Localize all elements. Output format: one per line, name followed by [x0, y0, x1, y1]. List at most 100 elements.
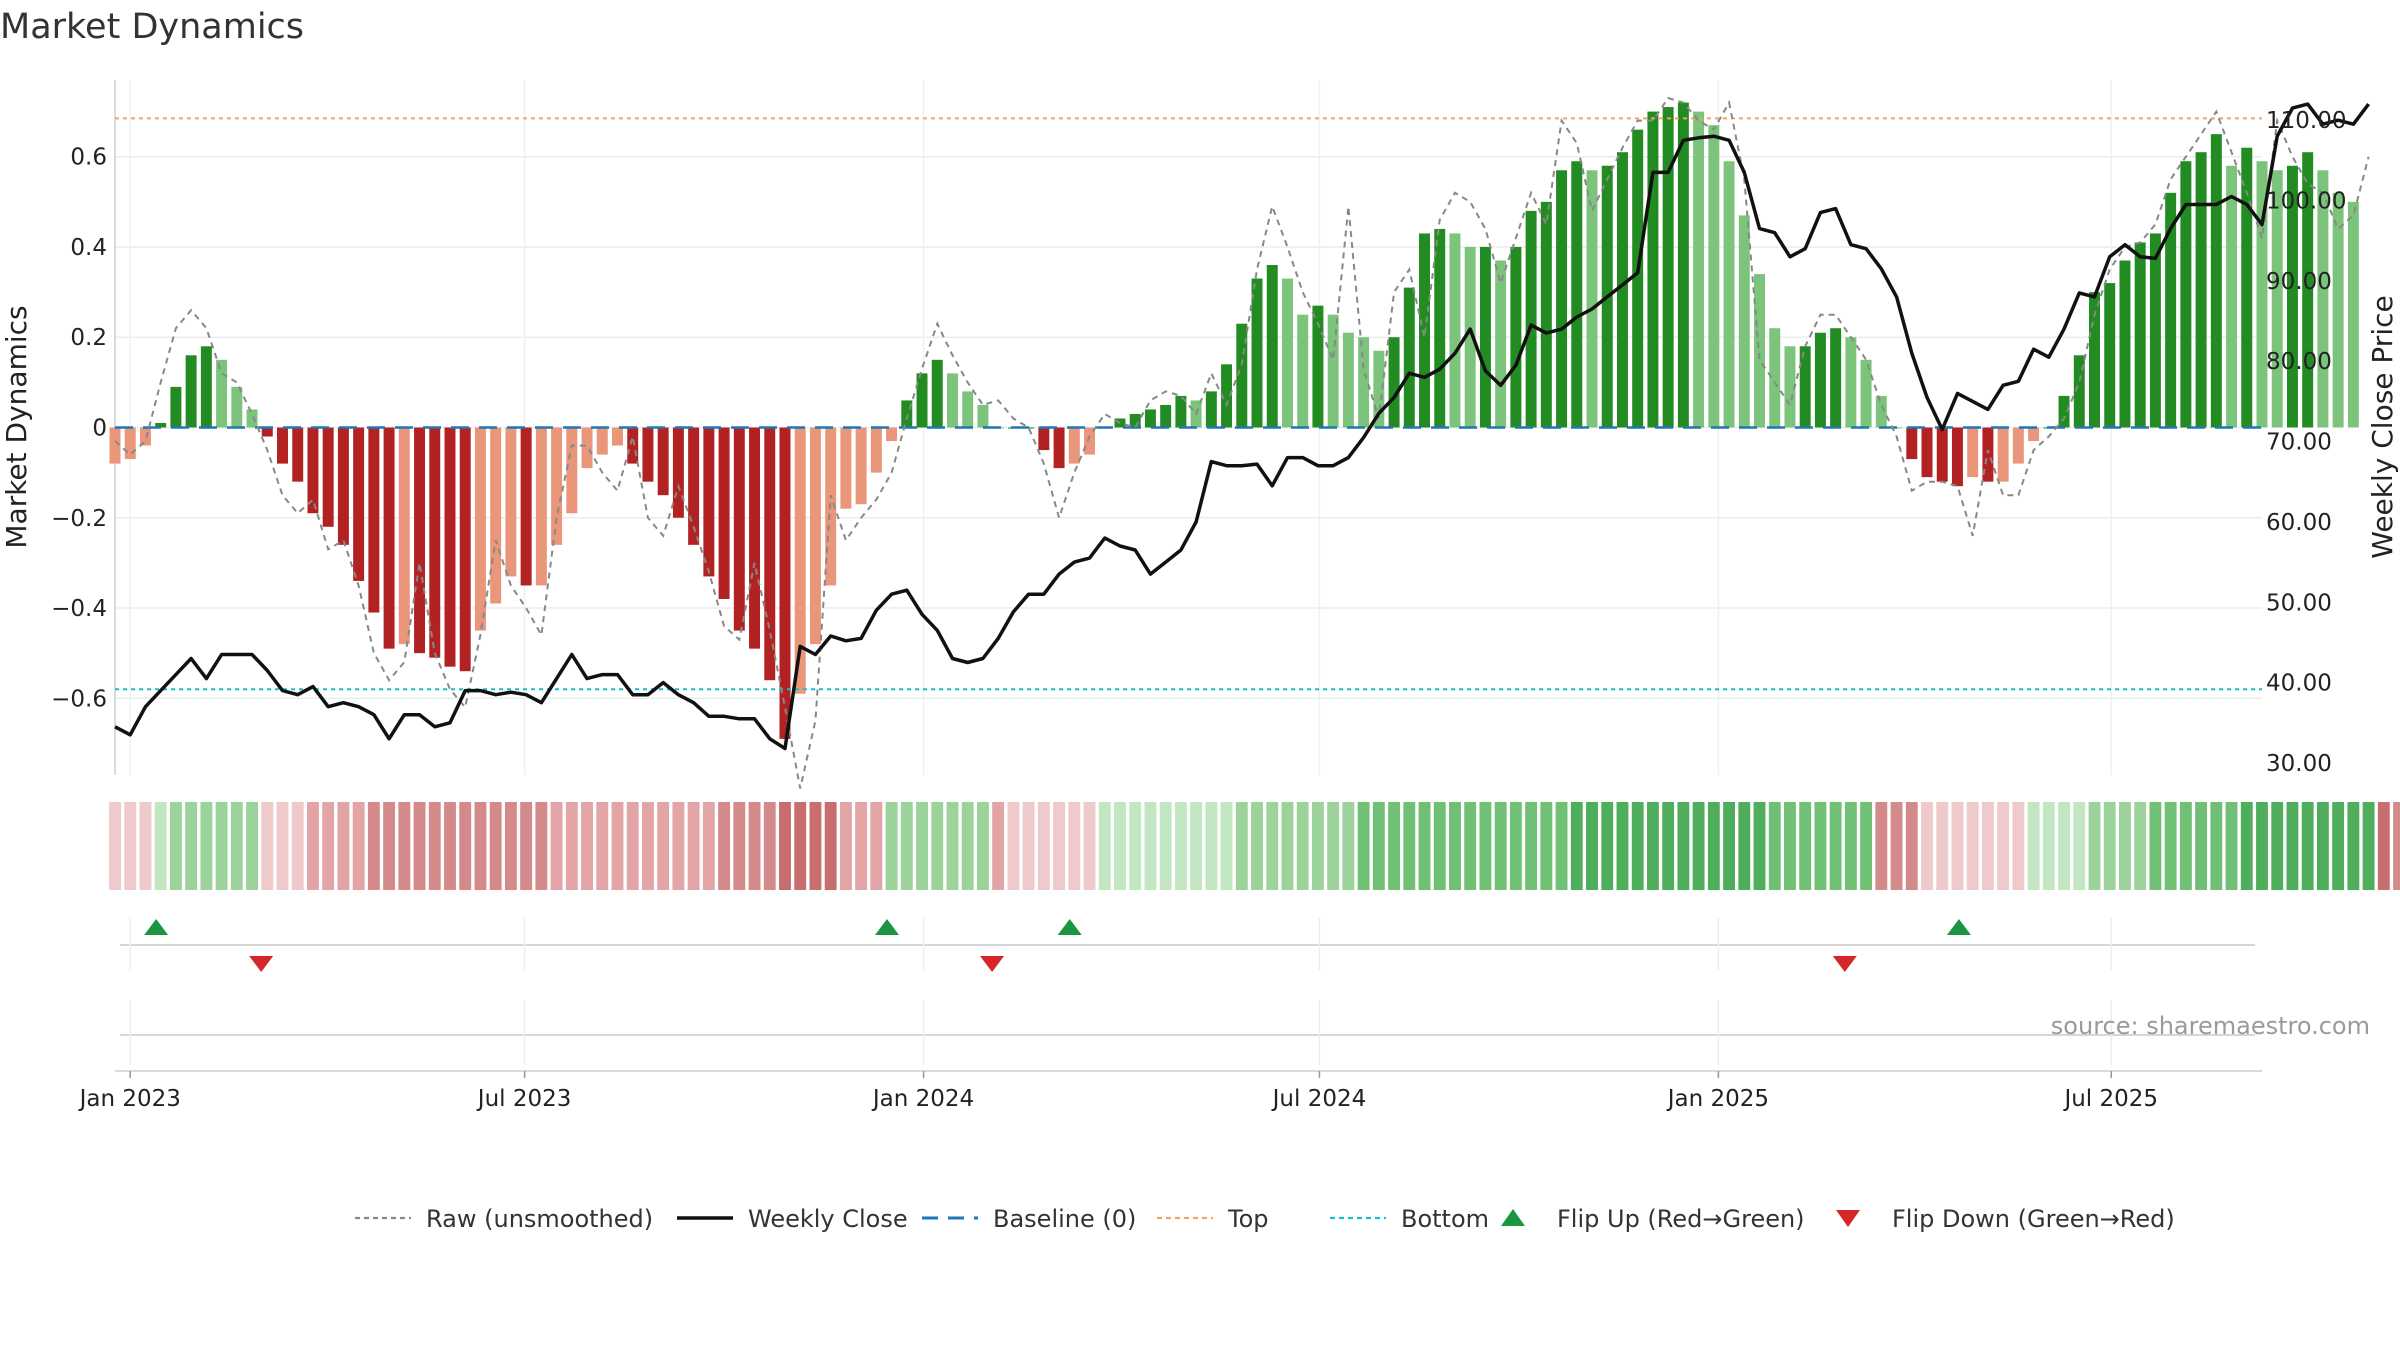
- dynamics-bar: [1464, 246, 1476, 428]
- dynamics-bar: [1358, 337, 1370, 428]
- dynamics-bar: [870, 427, 882, 473]
- dynamics-bar: [2210, 134, 2222, 428]
- regime-cell: [1631, 802, 1644, 890]
- regime-cell: [1174, 802, 1187, 890]
- dynamics-bar: [1510, 246, 1522, 428]
- dynamics-bar: [459, 427, 471, 672]
- flip-up-marker: [875, 919, 900, 935]
- dynamics-bar: [1221, 364, 1233, 428]
- regime-cell: [1921, 802, 1933, 890]
- dynamics-bar: [1997, 427, 2009, 482]
- dynamics-bar: [733, 427, 745, 631]
- dynamics-bar: [1845, 337, 1857, 428]
- regime-cell: [1083, 802, 1096, 890]
- regime-cell: [337, 802, 350, 890]
- regime-cell: [916, 802, 928, 890]
- regime-cell: [900, 802, 913, 890]
- dynamics-bar: [2271, 170, 2283, 428]
- x-tick-label: Jul 2025: [2062, 1086, 2158, 1112]
- regime-cell: [1829, 802, 1842, 890]
- regime-cell: [1037, 802, 1050, 890]
- left-tick-label: −0.4: [51, 596, 107, 622]
- regime-cell: [1890, 802, 1903, 890]
- dynamics-bar: [1144, 409, 1156, 428]
- regime-cell: [870, 802, 883, 890]
- dynamics-bar: [170, 386, 182, 428]
- regime-cell: [1053, 802, 1066, 890]
- regime-cell: [1449, 802, 1461, 890]
- regime-cell: [733, 802, 746, 890]
- regime-cell: [1190, 802, 1203, 890]
- left-tick-label: 0: [92, 416, 107, 442]
- regime-cell: [976, 802, 989, 890]
- regime-cell: [581, 802, 593, 890]
- dynamics-bar: [1388, 337, 1400, 428]
- regime-strip: [109, 802, 2400, 890]
- regime-cell: [2103, 802, 2116, 890]
- regime-cell: [367, 802, 380, 890]
- regime-cell: [824, 802, 837, 890]
- regime-cell: [1296, 802, 1309, 890]
- dynamics-bar: [1677, 102, 1689, 428]
- right-tick-label: 90.00: [2266, 269, 2332, 295]
- dynamics-bar: [809, 427, 821, 645]
- regime-cell: [2012, 802, 2025, 890]
- legend-item: Flip Up (Red→Green): [1501, 1205, 1805, 1233]
- regime-cell: [1692, 802, 1705, 890]
- dynamics-bar: [353, 427, 365, 581]
- dynamics-bar: [1616, 152, 1628, 428]
- dynamics-bar: [2028, 427, 2040, 442]
- regime-cell: [809, 802, 822, 890]
- regime-cell: [794, 802, 807, 890]
- weekly-close-line: [114, 102, 2370, 751]
- dynamics-bar: [1982, 427, 1994, 482]
- x-tick-label: Jan 2025: [1666, 1086, 1769, 1112]
- left-axis-ticks: 0.6 0.4 0.2 0 −0.2 −0.4 −0.6: [51, 145, 107, 713]
- regime-cell: [1707, 802, 1720, 890]
- dynamics-bar: [931, 359, 943, 428]
- dynamics-bar: [231, 386, 243, 428]
- dynamics-bar: [1160, 404, 1172, 428]
- dynamics-bar: [2089, 292, 2100, 428]
- regime-cell: [1677, 802, 1690, 890]
- dynamics-bar: [1479, 246, 1491, 428]
- legend-label: Raw (unsmoothed): [426, 1205, 653, 1233]
- regime-cell: [535, 802, 548, 890]
- regime-cell: [687, 802, 700, 890]
- dynamics-bar: [1571, 161, 1583, 428]
- regime-cell: [2195, 802, 2208, 890]
- regime-cell: [1525, 802, 1538, 890]
- dynamics-bar: [1921, 427, 1933, 478]
- regime-cell: [1723, 802, 1735, 890]
- regime-cell: [413, 802, 426, 890]
- dynamics-bar: [1129, 413, 1141, 428]
- dynamics-bar: [398, 427, 410, 645]
- dynamics-bar: [1084, 427, 1096, 455]
- dynamics-bar: [246, 409, 258, 428]
- regime-cell: [1281, 802, 1294, 890]
- dynamics-bar: [1525, 210, 1537, 428]
- regime-cell: [1007, 802, 1020, 890]
- regime-cell: [215, 802, 228, 890]
- dynamics-bar: [474, 427, 486, 631]
- left-tick-label: 0.6: [70, 145, 107, 171]
- dynamics-bar: [429, 427, 441, 658]
- regime-cell: [1844, 802, 1857, 890]
- dynamics-bar: [1936, 427, 1948, 482]
- dynamics-bar: [1754, 274, 1765, 428]
- regime-cell: [109, 802, 121, 890]
- regime-cell: [428, 802, 441, 890]
- x-tick-label: Jul 2024: [1271, 1086, 1367, 1112]
- right-tick-label: 100.00: [2266, 189, 2346, 215]
- dynamics-bar: [1906, 427, 1918, 460]
- regime-cell: [1403, 802, 1416, 890]
- dynamics-bar: [155, 422, 167, 428]
- regime-cell: [1799, 802, 1812, 890]
- flip-down-marker: [980, 956, 1005, 972]
- flip-up-marker: [1057, 919, 1082, 935]
- right-tick-label: 70.00: [2266, 430, 2332, 456]
- dynamics-bar: [1236, 323, 1248, 428]
- regime-cell: [2316, 802, 2329, 890]
- regime-cell: [474, 802, 487, 890]
